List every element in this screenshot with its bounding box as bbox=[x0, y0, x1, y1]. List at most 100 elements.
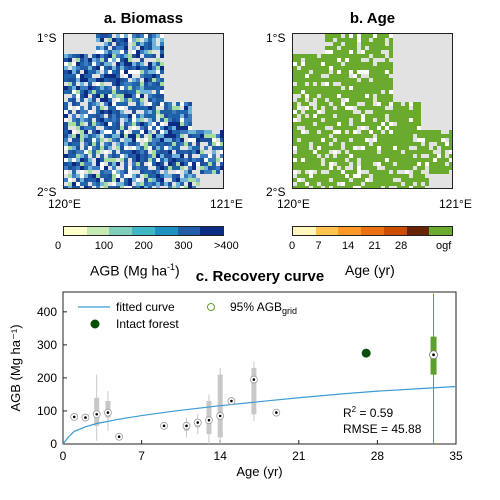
biomass-pixel bbox=[160, 122, 164, 126]
biomass-pixel bbox=[140, 90, 144, 94]
biomass-pixel bbox=[80, 170, 84, 174]
biomass-pixel bbox=[64, 86, 68, 90]
biomass-pixel bbox=[136, 54, 140, 58]
biomass-pixel bbox=[164, 150, 168, 154]
age-pixel bbox=[377, 34, 381, 38]
x-tick-label: 14 bbox=[214, 449, 228, 463]
biomass-colorbar-tick: 100 bbox=[94, 240, 114, 252]
biomass-pixel bbox=[132, 86, 136, 90]
age-pixel bbox=[325, 186, 329, 190]
biomass-pixel bbox=[144, 138, 148, 142]
biomass-pixel bbox=[152, 154, 156, 158]
biomass-pixel bbox=[188, 114, 192, 118]
biomass-pixel bbox=[196, 146, 200, 150]
biomass-pixel bbox=[152, 46, 156, 50]
age-pixel bbox=[381, 150, 385, 154]
age-pixel bbox=[337, 86, 341, 90]
biomass-pixel bbox=[120, 98, 124, 102]
age-pixel bbox=[341, 158, 345, 162]
age-pixel bbox=[369, 70, 373, 74]
age-pixel bbox=[377, 134, 381, 138]
age-pixel bbox=[361, 126, 365, 130]
biomass-pixel bbox=[148, 54, 152, 58]
biomass-pixel bbox=[140, 82, 144, 86]
biomass-pixel bbox=[108, 94, 112, 98]
age-pixel bbox=[441, 134, 445, 138]
age-pixel bbox=[301, 98, 305, 102]
biomass-pixel bbox=[196, 182, 200, 186]
age-pixel bbox=[353, 42, 357, 46]
biomass-pixel bbox=[116, 126, 120, 130]
biomass-pixel bbox=[168, 142, 172, 146]
age-pixel bbox=[305, 106, 309, 110]
age-pixel bbox=[373, 50, 377, 54]
biomass-pixel bbox=[128, 58, 132, 62]
age-pixel bbox=[345, 138, 349, 142]
age-pixel bbox=[333, 86, 337, 90]
biomass-pixel bbox=[76, 94, 80, 98]
age-pixel bbox=[369, 46, 373, 50]
age-pixel bbox=[425, 134, 429, 138]
biomass-pixel bbox=[80, 158, 84, 162]
age-panel-title: b. Age bbox=[349, 10, 396, 27]
biomass-pixel bbox=[112, 182, 116, 186]
biomass-pixel bbox=[156, 162, 160, 166]
biomass-pixel bbox=[188, 122, 192, 126]
biomass-pixel bbox=[168, 134, 172, 138]
biomass-pixel bbox=[80, 118, 84, 122]
biomass-pixel bbox=[132, 82, 136, 86]
biomass-pixel bbox=[88, 62, 92, 66]
biomass-pixel bbox=[112, 50, 116, 54]
age-pixel bbox=[305, 66, 309, 70]
age-pixel bbox=[393, 174, 397, 178]
age-pixel bbox=[437, 142, 441, 146]
age-pixel bbox=[409, 154, 413, 158]
age-pixel bbox=[429, 130, 433, 134]
age-pixel bbox=[325, 178, 329, 182]
biomass-pixel bbox=[120, 186, 124, 190]
biomass-pixel bbox=[68, 106, 72, 110]
age-pixel bbox=[357, 166, 361, 170]
age-pixel bbox=[293, 102, 297, 106]
age-pixel bbox=[389, 34, 393, 38]
biomass-pixel bbox=[68, 150, 72, 154]
age-pixel bbox=[389, 86, 393, 90]
biomass-pixel bbox=[104, 150, 108, 154]
biomass-pixel bbox=[132, 174, 136, 178]
age-pixel bbox=[349, 78, 353, 82]
age-pixel bbox=[381, 70, 385, 74]
age-pixel bbox=[361, 174, 365, 178]
biomass-pixel bbox=[112, 82, 116, 86]
age-pixel bbox=[313, 70, 317, 74]
age-pixel bbox=[309, 170, 313, 174]
age-pixel bbox=[325, 158, 329, 162]
age-pixel bbox=[313, 142, 317, 146]
biomass-pixel bbox=[68, 142, 72, 146]
age-pixel bbox=[393, 170, 397, 174]
age-pixel bbox=[329, 58, 333, 62]
age-pixel bbox=[305, 182, 309, 186]
biomass-pixel bbox=[164, 110, 168, 114]
biomass-pixel bbox=[184, 170, 188, 174]
age-pixel bbox=[337, 186, 341, 190]
age-pixel bbox=[429, 150, 433, 154]
age-pixel bbox=[345, 90, 349, 94]
colorbar-segment bbox=[109, 227, 133, 235]
age-pixel bbox=[385, 178, 389, 182]
age-pixel bbox=[393, 182, 397, 186]
age-pixel bbox=[385, 78, 389, 82]
biomass-pixel bbox=[160, 134, 164, 138]
biomass-pixel bbox=[100, 118, 104, 122]
age-pixel bbox=[405, 178, 409, 182]
age-pixel bbox=[361, 142, 365, 146]
age-pixel bbox=[293, 158, 297, 162]
age-pixel bbox=[373, 178, 377, 182]
biomass-pixel bbox=[104, 146, 108, 150]
biomass-pixel bbox=[96, 46, 100, 50]
biomass-pixel bbox=[84, 90, 88, 94]
biomass-pixel bbox=[116, 86, 120, 90]
age-pixel bbox=[365, 142, 369, 146]
age-pixel bbox=[317, 178, 321, 182]
biomass-pixel bbox=[92, 86, 96, 90]
biomass-pixel bbox=[180, 158, 184, 162]
